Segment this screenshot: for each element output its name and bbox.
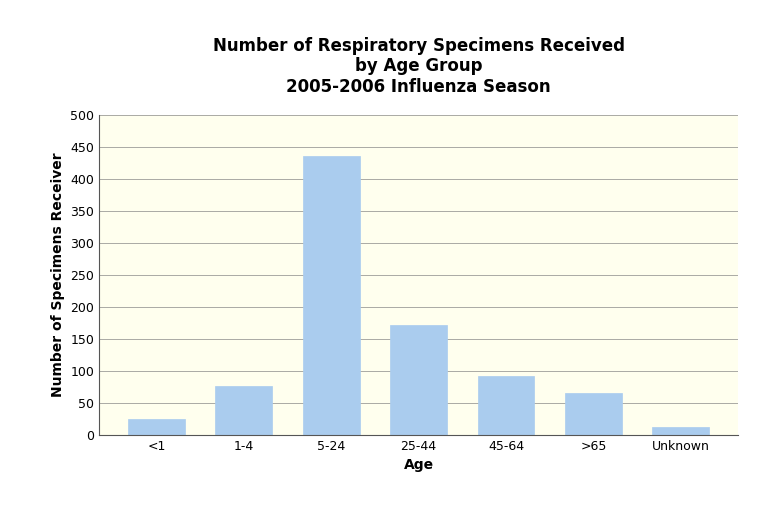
Bar (652, 427, 709, 435)
Text: Number of Respiratory Specimens Received
by Age Group
2005-2006 Influenza Season: Number of Respiratory Specimens Received… (212, 37, 625, 96)
Bar (478, 376, 534, 435)
Bar (565, 394, 622, 435)
X-axis label: Age: Age (403, 458, 434, 472)
Bar (128, 419, 185, 435)
Bar (303, 156, 359, 435)
Bar (215, 386, 272, 435)
Y-axis label: Number of Specimens Receiver: Number of Specimens Receiver (50, 153, 65, 397)
Bar (390, 325, 447, 435)
